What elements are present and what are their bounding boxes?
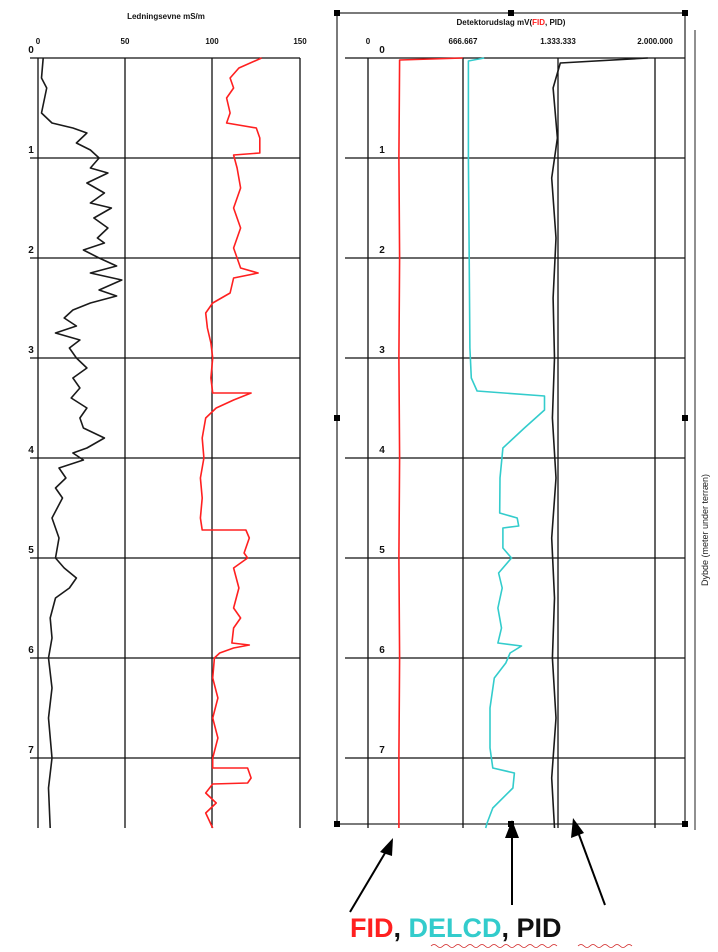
legend-pid: PID [517,913,562,943]
resize-handle[interactable] [334,10,340,16]
y-tick-label: 5 [28,545,34,556]
y-tick-label: 6 [379,645,385,656]
conductivity-y-ticks: 0 1 2 3 4 5 6 7 [28,45,34,756]
series-line-black [40,57,123,829]
y-tick-label: 5 [379,545,385,556]
y-tick-label: 4 [28,445,34,456]
conductivity-x-ticks: 0 50 100 150 [36,37,307,46]
y-tick-label: 4 [379,445,385,456]
y-tick-label: 2 [379,245,385,256]
x-tick-label: 0 [36,37,41,46]
resize-handle[interactable] [508,10,514,16]
series-line-fid [398,57,463,828]
detector-series [398,57,648,829]
legend: FID, DELCD, PID [350,913,633,948]
spellcheck-underline [577,944,633,948]
x-tick-label: 2.000.000 [637,37,673,46]
conductivity-series [40,57,262,829]
arrow-pid [571,818,606,906]
annotation-arrows [349,818,606,913]
y-tick-label: 2 [28,245,34,256]
detector-grid [345,57,685,828]
conductivity-grid [30,57,301,828]
x-tick-label: 0 [366,37,371,46]
detector-chart-title: Detektorudslag mV(FID, PID) [457,18,566,27]
series-line-delcd [467,57,546,829]
detector-chart: Detektorudslag mV(FID, PID) 0 666.667 1.33… [334,10,710,830]
y-tick-label: 3 [379,345,385,356]
legend-fid: FID [350,913,394,943]
series-line-red [199,57,262,829]
y-tick-label: 6 [28,645,34,656]
conductivity-chart: Ledningsevne mS/m 0 50 100 150 0 1 2 3 4 5 6 7 [28,12,307,829]
y-tick-label: 7 [379,745,385,756]
x-tick-label: 150 [293,37,307,46]
series-line-pid [550,57,648,829]
legend-text: FID, DELCD, PID [350,913,562,943]
resize-handle[interactable] [682,821,688,827]
y-tick-label: 0 [379,45,385,56]
x-tick-label: 666.667 [449,37,478,46]
y-tick-label: 3 [28,345,34,356]
resize-handle[interactable] [334,821,340,827]
x-tick-label: 1.333.333 [540,37,576,46]
detector-x-ticks: 0 666.667 1.333.333 2.000.000 [366,37,674,46]
selection-handles[interactable] [334,10,688,827]
detector-y-ticks: 0 1 2 3 4 5 6 7 [379,45,385,756]
depth-axis-label: Dybde (meter under terræn) [700,474,710,586]
arrow-delcd [505,820,519,905]
spellcheck-underline [430,944,558,948]
y-tick-label: 1 [28,145,34,156]
resize-handle[interactable] [682,415,688,421]
y-tick-label: 1 [379,145,385,156]
y-tick-label: 7 [28,745,34,756]
detector-frame [336,12,686,825]
conductivity-chart-title: Ledningsevne mS/m [127,12,205,21]
arrow-fid [349,838,393,913]
x-tick-label: 100 [205,37,219,46]
resize-handle[interactable] [334,415,340,421]
resize-handle[interactable] [682,10,688,16]
x-tick-label: 50 [121,37,130,46]
legend-delcd: DELCD [409,913,502,943]
y-tick-label: 0 [28,45,34,56]
